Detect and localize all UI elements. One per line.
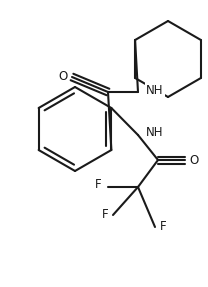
Text: O: O	[58, 71, 68, 84]
Text: NH: NH	[146, 84, 163, 96]
Text: O: O	[189, 154, 199, 166]
Text: F: F	[160, 220, 166, 234]
Text: F: F	[102, 208, 108, 222]
Text: NH: NH	[146, 127, 163, 139]
Text: F: F	[95, 179, 101, 191]
